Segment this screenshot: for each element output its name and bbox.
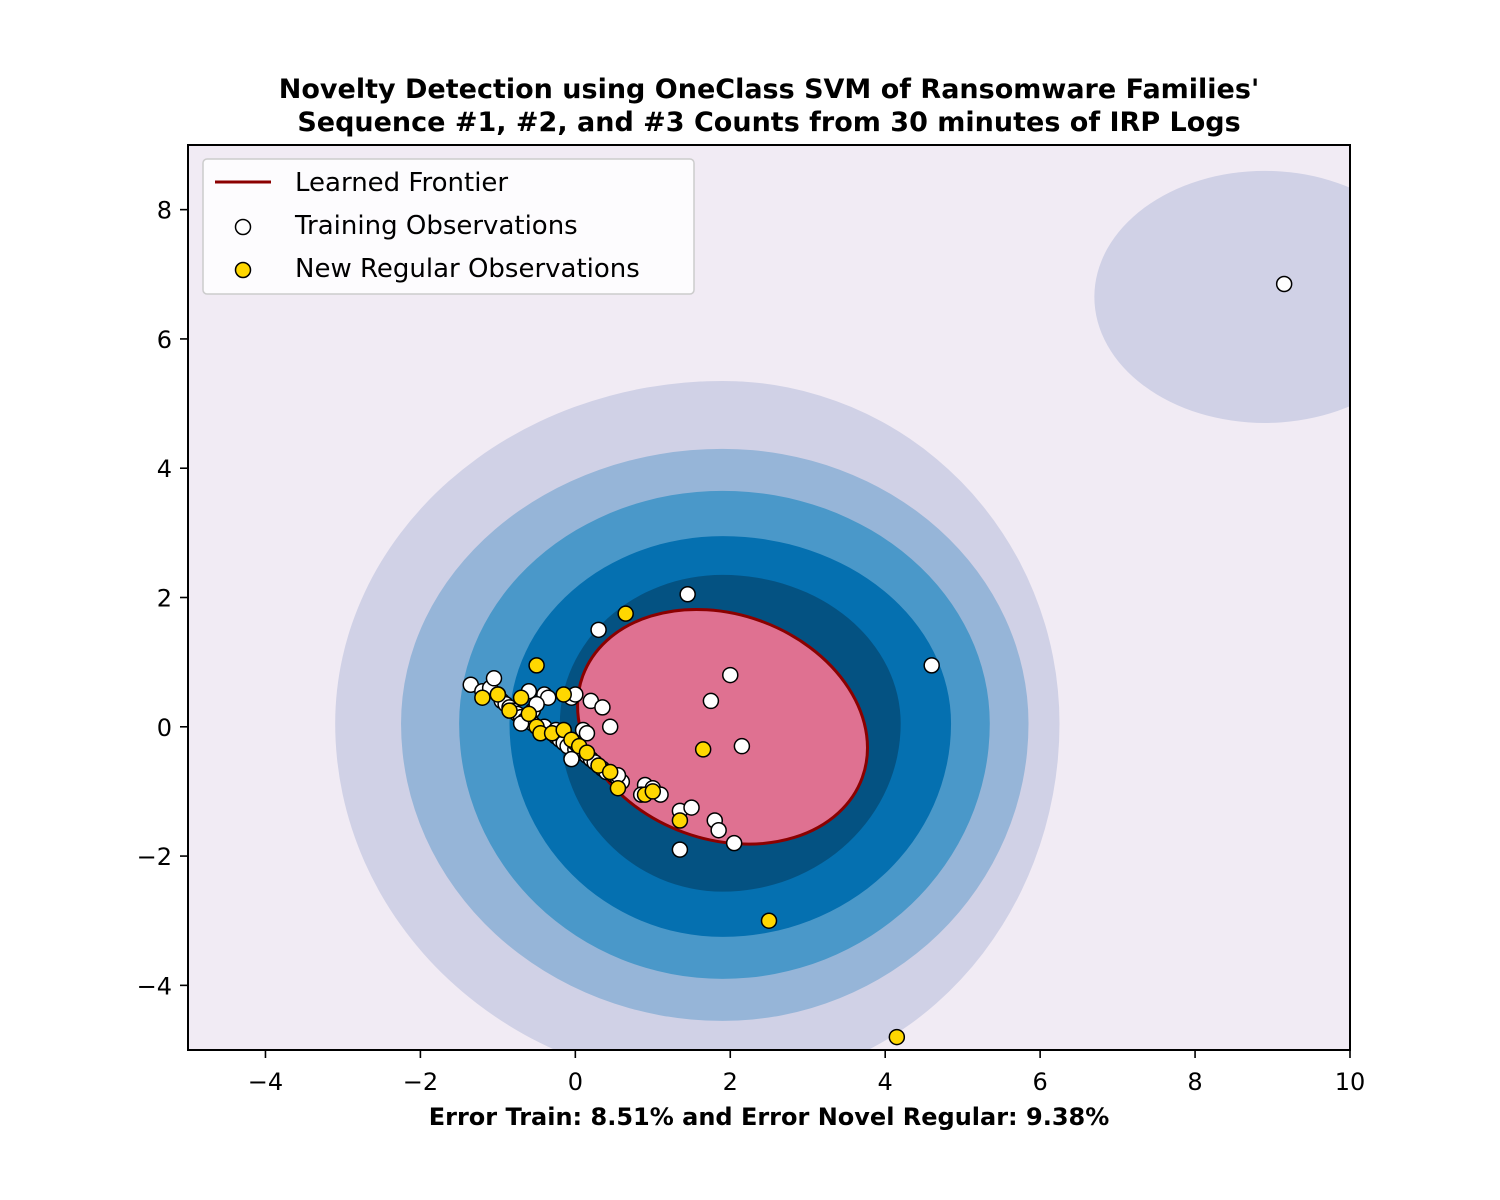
legend-label-new-regular: New Regular Observations — [295, 254, 640, 284]
legend-new-regular-marker — [234, 261, 252, 279]
axes: −4 −2 0 2 4 6 8 10 −4 −2 0 2 4 6 8 — [137, 197, 1366, 1096]
training-point — [722, 666, 739, 684]
x-tick-label: −4 — [248, 1068, 283, 1096]
new-regular-point — [489, 686, 507, 703]
training-point — [563, 750, 580, 768]
x-tick-label: 4 — [878, 1068, 893, 1096]
new-regular-point — [601, 763, 619, 781]
x-tick-label: 6 — [1032, 1068, 1047, 1096]
new-regular-point — [528, 657, 545, 674]
training-point — [710, 821, 727, 839]
legend-training-marker — [234, 218, 252, 236]
y-tick-label: 4 — [157, 455, 172, 483]
training-point — [590, 621, 607, 639]
new-regular-point — [694, 741, 712, 758]
x-axis-label: Error Train: 8.51% and Error Novel Regul… — [429, 1103, 1110, 1131]
new-regular-point — [671, 812, 689, 829]
training-point — [702, 692, 720, 710]
new-regular-point — [501, 702, 518, 719]
chart-title-line1: Novelty Detection using OneClass SVM of … — [279, 74, 1259, 105]
new-regular-point — [512, 689, 530, 706]
plot-area — [188, 145, 1350, 1050]
x-tick-label: −2 — [403, 1068, 438, 1096]
new-regular-point — [760, 912, 778, 929]
training-point — [485, 670, 503, 687]
y-tick-label: 8 — [157, 197, 172, 225]
y-tick-label: 0 — [157, 714, 172, 742]
training-point — [679, 586, 696, 603]
y-tick-label: −4 — [137, 972, 172, 1000]
training-point — [594, 699, 611, 716]
new-regular-point — [520, 705, 538, 723]
training-point — [1275, 275, 1293, 293]
training-point — [725, 834, 743, 852]
chart-title-line2: Sequence #1, #2, and #3 Counts from 30 m… — [297, 107, 1240, 138]
legend-box — [202, 158, 695, 295]
training-point — [683, 799, 700, 816]
training-point — [578, 725, 596, 742]
frontier-line — [576, 607, 869, 846]
legend: Learned Frontier Training Observations N… — [202, 158, 695, 295]
new-regular-point — [578, 744, 596, 761]
observation-points — [462, 275, 1293, 1046]
new-regular-point — [609, 779, 627, 797]
training-point — [601, 718, 619, 736]
x-tick-label: 8 — [1187, 1068, 1202, 1096]
y-tick-label: −2 — [137, 843, 172, 871]
training-point — [923, 657, 940, 674]
new-regular-point — [644, 783, 662, 800]
x-tick-label: 2 — [723, 1068, 738, 1096]
x-tick-label: 10 — [1335, 1068, 1366, 1096]
new-regular-point — [888, 1028, 906, 1046]
x-tick-label: 0 — [568, 1068, 583, 1096]
new-regular-point — [617, 605, 634, 622]
legend-label-training: Training Observations — [294, 211, 578, 241]
new-regular-point — [555, 686, 572, 703]
training-point — [671, 841, 689, 858]
legend-label-frontier: Learned Frontier — [295, 168, 508, 198]
training-point — [733, 737, 751, 755]
y-tick-label: 6 — [157, 326, 172, 354]
y-tick-label: 2 — [157, 585, 172, 613]
series-new-regular — [474, 605, 906, 1046]
far-cluster-contour — [1094, 170, 1350, 423]
new-regular-point — [474, 689, 491, 706]
